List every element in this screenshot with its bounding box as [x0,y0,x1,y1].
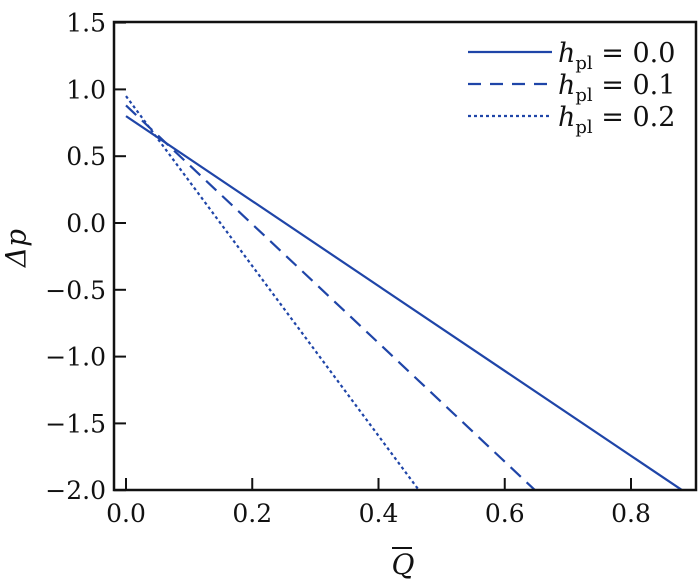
series-line-1 [125,104,536,492]
x-tick-label: 0.8 [611,499,651,528]
series-line-0 [125,115,683,492]
y-tick-label: −2.0 [45,476,106,505]
x-axis-label: Q [392,547,415,581]
y-tick-label: −0.5 [45,276,106,305]
y-tick-label: 0.0 [66,209,106,238]
legend-label: hpl = 0.1 [558,70,675,106]
legend-label: hpl = 0.0 [558,38,675,74]
legend-label: hpl = 0.2 [558,102,675,138]
x-axis: 0.0 0.2 0.4 0.6 0.8 [106,478,651,528]
x-axis-label-text: Q [392,548,415,581]
y-tick-label: −1.0 [45,343,106,372]
y-tick-label: 1.5 [66,9,106,38]
series-line-2 [125,95,420,491]
y-tick-label: 1.0 [66,75,106,104]
plot-frame [112,20,698,492]
y-axis-label: Δp [0,229,33,268]
x-tick-label: 0.2 [232,499,272,528]
y-tick-label: −1.5 [45,409,106,438]
x-tick-label: 0.6 [485,499,525,528]
y-tick-label: 0.5 [66,142,106,171]
y-axis: 1.5 1.0 0.5 0.0 −0.5 −1.0 −1.5 −2.0 [45,9,126,505]
x-tick-label: 0.4 [359,499,399,528]
x-tick-label: 0.0 [106,499,146,528]
plot-lines [125,95,683,492]
